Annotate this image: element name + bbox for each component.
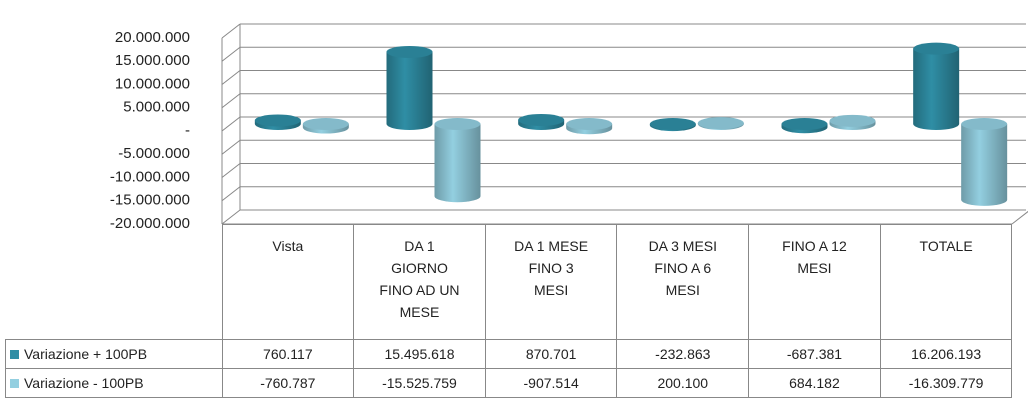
data-table: Vista DA 1 GIORNO FINO AD UN MESE DA 1 MES… bbox=[5, 224, 1013, 398]
y-tick-label: 5.000.000 bbox=[123, 99, 190, 116]
cylinder bbox=[434, 118, 481, 203]
value-cell: -760.787 bbox=[221, 368, 355, 398]
y-tick-label: 15.000.000 bbox=[115, 52, 190, 69]
cylinder-body bbox=[913, 48, 960, 130]
grid-line bbox=[221, 163, 241, 178]
category-cell: DA 1 GIORNO FINO AD UN MESE bbox=[353, 224, 486, 340]
y-tick-label: -20.000.000 bbox=[110, 215, 190, 232]
cylinder bbox=[518, 113, 565, 130]
grid-line bbox=[221, 116, 241, 132]
category-label: DA 1 MESE FINO 3 MESI bbox=[514, 238, 589, 298]
category-cell: Vista bbox=[221, 224, 355, 340]
cylinder bbox=[649, 118, 696, 132]
cylinder bbox=[913, 42, 960, 130]
value-cell: -907.514 bbox=[484, 368, 618, 398]
y-tick-label: 20.000.000 bbox=[115, 29, 190, 46]
value-cell: 870.701 bbox=[484, 339, 618, 369]
category-cell: TOTALE bbox=[879, 224, 1013, 340]
cylinder-cap bbox=[697, 117, 744, 130]
category-cell: DA 1 MESE FINO 3 MESI bbox=[484, 224, 618, 340]
cylinder-cap bbox=[302, 118, 349, 130]
cylinder-cap bbox=[566, 118, 613, 130]
cylinder-cap bbox=[961, 118, 1008, 130]
legend-entry: Variazione + 100PB bbox=[5, 339, 223, 369]
y-tick-label: -15.000.000 bbox=[110, 192, 190, 209]
y-tick-label: -5.000.000 bbox=[118, 145, 190, 162]
legend-swatch bbox=[10, 379, 19, 388]
grid-line bbox=[221, 23, 241, 39]
grid-line bbox=[221, 139, 241, 155]
cylinder bbox=[781, 118, 828, 134]
cylinder bbox=[829, 114, 876, 130]
value-cell: 15.495.618 bbox=[353, 339, 486, 369]
legend-label: Variazione + 100PB bbox=[24, 346, 148, 362]
cylinder bbox=[961, 118, 1008, 206]
cylinder-cap bbox=[829, 114, 876, 127]
cylinder bbox=[697, 117, 744, 130]
cylinder-cap bbox=[254, 114, 301, 127]
cylinder-cap bbox=[649, 118, 696, 130]
cylinder-body bbox=[961, 124, 1008, 206]
grid-line bbox=[221, 209, 241, 225]
cylinder-cap bbox=[913, 42, 960, 55]
value-cell: -16.309.779 bbox=[879, 368, 1013, 398]
category-label: DA 1 GIORNO FINO AD UN MESE bbox=[379, 238, 460, 320]
cylinder-body bbox=[386, 51, 433, 131]
legend-label: Variazione - 100PB bbox=[24, 375, 144, 391]
value-cell: 684.182 bbox=[748, 368, 881, 398]
value-cell: 200.100 bbox=[616, 368, 750, 398]
category-label: FINO A 12 MESI bbox=[782, 238, 847, 276]
value-cell: 760.117 bbox=[221, 339, 355, 369]
grid-line bbox=[221, 46, 241, 62]
grid-line bbox=[221, 93, 241, 109]
y-tick-label: - bbox=[185, 122, 190, 139]
value-cell: -232.863 bbox=[616, 339, 750, 369]
value-cell: 16.206.193 bbox=[879, 339, 1013, 369]
value-cell: -687.381 bbox=[748, 339, 881, 369]
cylinder bbox=[302, 118, 349, 134]
y-tick-label: 10.000.000 bbox=[115, 75, 190, 92]
category-cell: DA 3 MESI FINO A 6 MESI bbox=[616, 224, 750, 340]
value-cell: -15.525.759 bbox=[353, 368, 486, 398]
cylinder-cap bbox=[386, 45, 433, 58]
corner bbox=[6, 225, 223, 340]
cylinder bbox=[566, 118, 613, 135]
floor-line bbox=[1011, 210, 1028, 225]
series-row: Variazione - 100PB -760.787 -15.525.759 -90… bbox=[5, 368, 1013, 398]
category-label: Vista bbox=[272, 238, 304, 254]
grid-line bbox=[221, 186, 241, 202]
cylinder-body bbox=[434, 124, 481, 203]
cylinder bbox=[254, 114, 301, 130]
cylinder-cap bbox=[434, 118, 481, 130]
legend-swatch bbox=[10, 350, 19, 359]
series-row: Variazione + 100PB 760.117 15.495.618 870.7… bbox=[5, 339, 1013, 369]
cylinder-cap bbox=[518, 113, 565, 126]
grid-line bbox=[221, 70, 241, 85]
y-tick-label: -10.000.000 bbox=[110, 168, 190, 185]
category-label: DA 3 MESI FINO A 6 MESI bbox=[648, 238, 718, 298]
cylinder bbox=[386, 45, 433, 131]
header-row: Vista DA 1 GIORNO FINO AD UN MESE DA 1 MES… bbox=[6, 224, 1013, 340]
legend-entry: Variazione - 100PB bbox=[5, 368, 223, 398]
category-cell: FINO A 12 MESI bbox=[748, 224, 881, 340]
cylinder-cap bbox=[781, 118, 828, 130]
category-label: TOTALE bbox=[919, 238, 973, 254]
